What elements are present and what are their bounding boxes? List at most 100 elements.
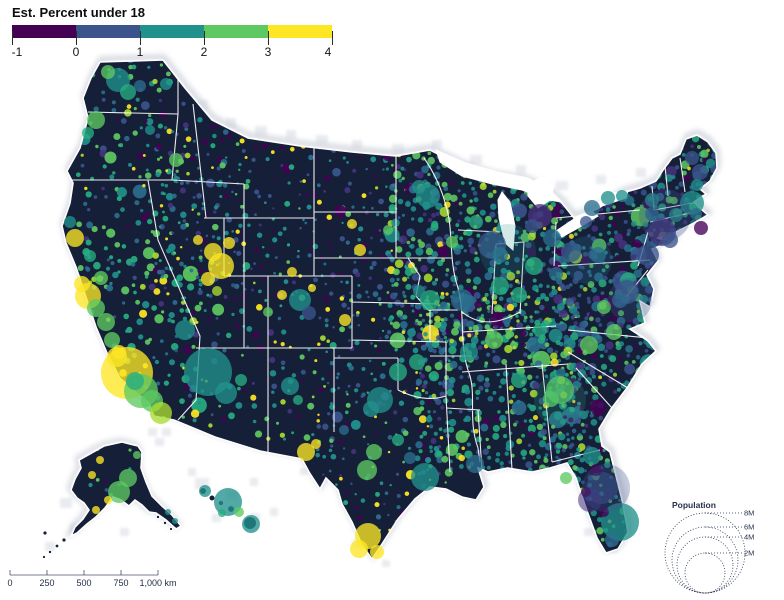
- county-dot: [457, 284, 464, 291]
- county-dot: [622, 232, 627, 237]
- county-dot: [608, 279, 613, 284]
- county-dot: [329, 438, 334, 444]
- county-dot: [569, 181, 575, 186]
- county-dot: [661, 152, 666, 157]
- county-dot: [398, 400, 405, 406]
- county-dot: [344, 410, 349, 415]
- county-dot: [138, 175, 142, 179]
- county-dot: [546, 347, 554, 354]
- county-dot: [169, 359, 175, 366]
- county-dot: [684, 317, 692, 325]
- county-dot: [351, 449, 357, 455]
- county-dot: [675, 137, 681, 144]
- county-dot: [383, 212, 389, 218]
- county-dot: [602, 448, 606, 453]
- county-dot: [544, 509, 551, 516]
- county-dot: [80, 163, 85, 168]
- county-dot: [528, 418, 533, 424]
- population-bubble: [165, 509, 171, 515]
- county-dot: [412, 341, 416, 345]
- county-dot: [516, 270, 521, 275]
- population-bubble: [92, 506, 100, 514]
- county-dot: [101, 97, 106, 102]
- county-dot: [701, 263, 706, 268]
- county-dot: [315, 452, 320, 458]
- population-bubble: [411, 463, 439, 491]
- county-dot: [687, 166, 691, 171]
- population-bubble: [339, 314, 351, 326]
- population-bubble: [289, 289, 311, 311]
- distance-scale: 0 250 500 750 1,000 km: [7, 570, 177, 588]
- county-dot: [701, 293, 707, 300]
- population-bubble: [543, 229, 561, 247]
- county-dot: [211, 166, 214, 169]
- county-dot: [573, 321, 578, 326]
- county-dot: [441, 280, 450, 288]
- county-dot: [577, 193, 583, 198]
- population-bubble: [133, 451, 141, 459]
- county-dot: [350, 419, 361, 430]
- county-dot: [618, 498, 622, 503]
- county-dot: [635, 355, 641, 360]
- county-dot: [716, 261, 717, 266]
- county-dot: [589, 399, 607, 416]
- county-dot: [375, 229, 380, 234]
- county-dot: [553, 411, 563, 421]
- county-dot: [455, 429, 469, 443]
- county-dot: [604, 461, 611, 469]
- county-dot: [477, 345, 483, 351]
- county-dot: [646, 389, 654, 397]
- county-dot: [443, 317, 448, 322]
- county-dot: [530, 170, 534, 175]
- county-dot: [491, 293, 498, 301]
- county-dot: [668, 420, 674, 425]
- county-dot: [296, 132, 299, 136]
- county-dot: [668, 250, 676, 257]
- county-dot: [85, 239, 92, 246]
- county-dot: [596, 517, 603, 523]
- county-dot: [61, 376, 80, 395]
- county-dot: [709, 320, 717, 330]
- county-dot: [427, 156, 435, 165]
- county-dot: [335, 483, 338, 486]
- county-dot: [592, 145, 599, 151]
- county-dot: [495, 457, 500, 463]
- county-dot: [675, 309, 680, 315]
- county-dot: [240, 353, 244, 357]
- county-dot: [425, 415, 433, 423]
- county-dot: [387, 302, 393, 309]
- county-dot: [112, 171, 116, 175]
- county-dot: [664, 398, 671, 405]
- population-bubble-layer: [64, 65, 708, 559]
- county-dot: [634, 397, 639, 402]
- population-bubble: [308, 284, 316, 292]
- county-dot: [270, 150, 275, 154]
- county-dot: [272, 207, 275, 210]
- county-dot: [405, 251, 412, 258]
- county-dot: [329, 291, 334, 296]
- county-dot: [599, 354, 604, 358]
- county-dot: [400, 166, 405, 171]
- county-dot: [464, 397, 474, 407]
- county-dot: [314, 218, 317, 222]
- county-dot: [432, 348, 437, 354]
- county-dot: [263, 201, 267, 205]
- county-dot: [109, 255, 114, 260]
- county-dot: [608, 180, 619, 190]
- county-dot: [551, 306, 556, 310]
- county-dot: [415, 247, 424, 256]
- county-dot: [594, 272, 604, 282]
- county-dot: [404, 299, 408, 303]
- county-dot: [400, 303, 405, 308]
- county-dot: [392, 321, 401, 329]
- population-bubble: [543, 391, 559, 407]
- county-dot: [250, 288, 255, 292]
- county-dot: [656, 432, 661, 437]
- county-dot: [300, 379, 304, 384]
- population-bubble: [451, 289, 473, 311]
- county-dot: [316, 183, 321, 188]
- county-dot: [265, 157, 270, 162]
- county-dot: [271, 383, 278, 390]
- county-dot: [464, 388, 471, 395]
